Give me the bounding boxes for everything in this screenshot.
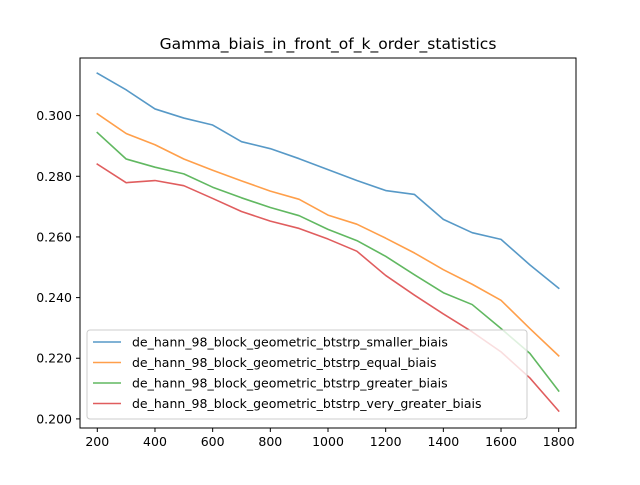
series-line-0	[96, 72, 560, 290]
y-tick-label-1: 0.220	[36, 351, 72, 366]
x-tick-label-8: 1800	[543, 434, 575, 449]
y-tick-label-0: 0.200	[36, 411, 72, 426]
chart-title: Gamma_biais_in_front_of_k_order_statisti…	[160, 35, 497, 54]
x-tick-label-3: 800	[258, 434, 282, 449]
plot-area	[96, 72, 560, 413]
legend-label-0: de_hann_98_block_geometric_btstrp_smalle…	[132, 335, 448, 350]
x-tick-label-5: 1200	[370, 434, 402, 449]
axes: 200 400 600 800 1000 1200 1400 1600 1800 0.200 0.2…	[36, 57, 577, 449]
series-line-1	[96, 112, 560, 357]
x-tick-label-6: 1400	[427, 434, 459, 449]
y-tick-label-3: 0.260	[36, 229, 72, 244]
series-line-2	[96, 131, 560, 393]
x-tick-label-1: 400	[143, 434, 167, 449]
legend-box	[86, 329, 528, 420]
x-tick-label-0: 200	[85, 434, 109, 449]
legend: de_hann_98_block_geometric_btstrp_smalle…	[86, 329, 528, 420]
legend-label-3: de_hann_98_block_geometric_btstrp_very_g…	[132, 396, 482, 411]
y-tick-label-2: 0.240	[36, 290, 72, 305]
y-tick-label-4: 0.280	[36, 169, 72, 184]
legend-label-1: de_hann_98_block_geometric_btstrp_equal_…	[132, 355, 436, 370]
x-tick-label-2: 600	[201, 434, 225, 449]
x-tick-label-4: 1000	[312, 434, 344, 449]
legend-label-2: de_hann_98_block_geometric_btstrp_greate…	[132, 376, 448, 391]
x-tick-label-7: 1600	[485, 434, 517, 449]
y-tick-label-5: 0.300	[36, 108, 72, 123]
